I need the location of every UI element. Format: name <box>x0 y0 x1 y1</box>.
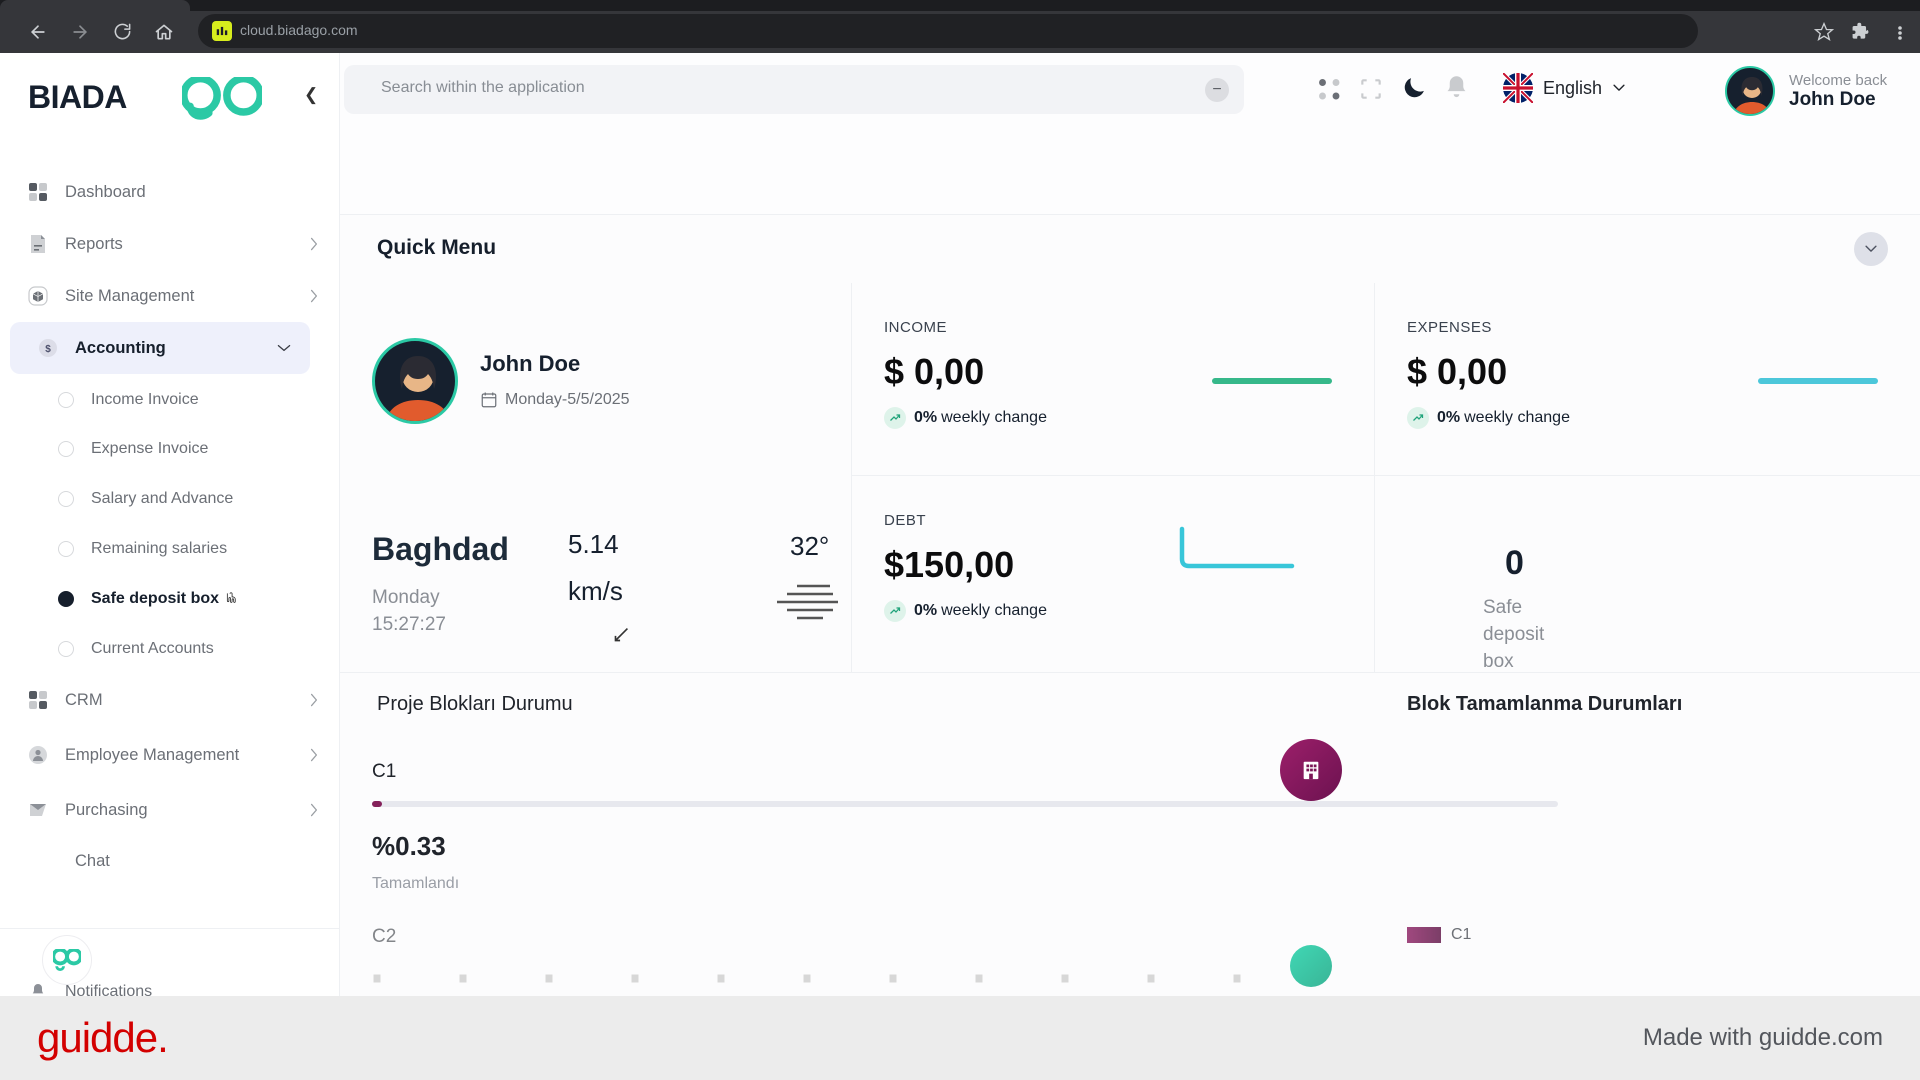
svg-text:$: $ <box>45 344 51 355</box>
